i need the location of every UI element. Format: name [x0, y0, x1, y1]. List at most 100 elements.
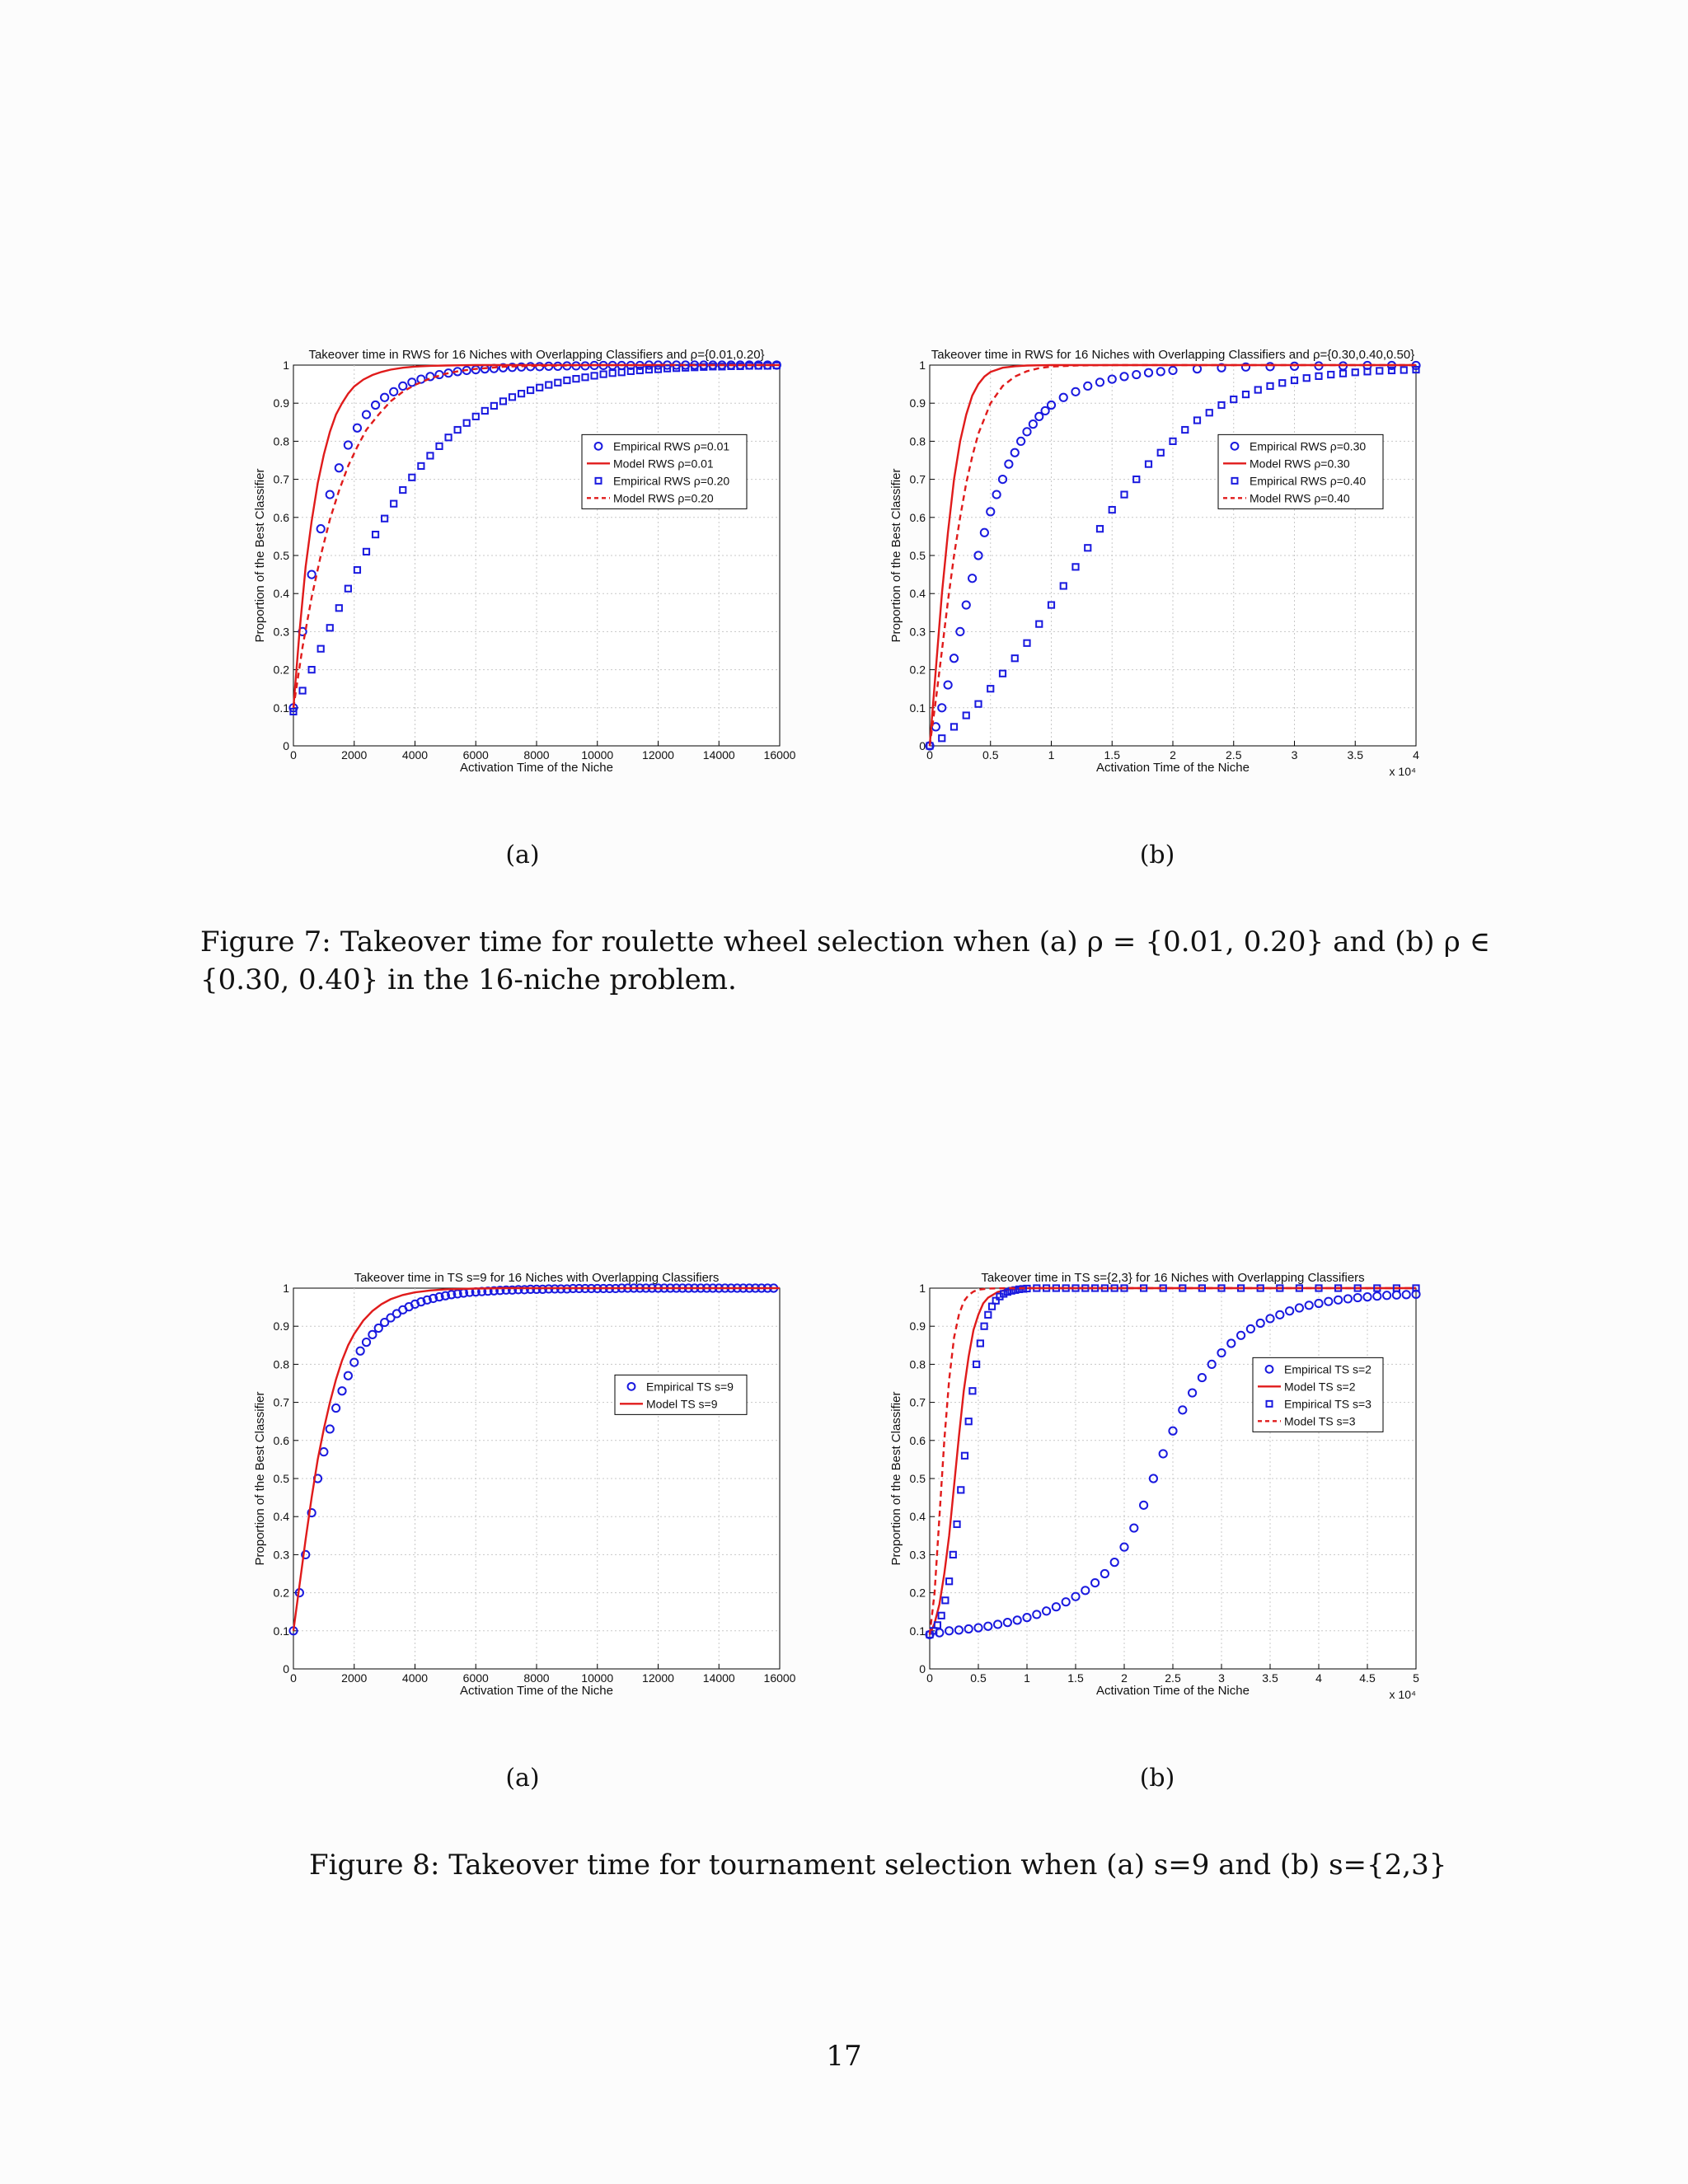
data-point [307, 666, 316, 674]
data-point [957, 1486, 965, 1494]
data-point [1168, 365, 1178, 376]
data-point [1109, 1558, 1119, 1568]
data-point [945, 1626, 954, 1636]
x-tick-label: 3.5 [1262, 1671, 1278, 1685]
legend-box [1252, 1357, 1384, 1432]
y-tick-label: 0.3 [910, 1548, 926, 1561]
y-tick-label: 0.5 [910, 549, 926, 562]
x-tick-label: 0 [290, 748, 297, 762]
y-tick-label: 0.8 [274, 1357, 290, 1371]
y-tick-label: 0.6 [274, 1434, 290, 1447]
data-point [508, 393, 517, 401]
data-point [1108, 505, 1116, 514]
data-point [987, 685, 995, 693]
data-point [371, 530, 380, 539]
data-point [335, 604, 343, 612]
data-point [1315, 372, 1323, 380]
data-point [1387, 366, 1396, 375]
data-point [301, 1549, 311, 1559]
data-point [1107, 374, 1117, 384]
data-point [1178, 1405, 1188, 1415]
legend: Empirical TS s=9 Model TS s=9 [614, 1374, 748, 1415]
data-point [501, 1285, 511, 1295]
data-point [953, 1520, 961, 1529]
data-point [519, 1285, 529, 1295]
data-point [361, 1338, 372, 1347]
x-tick-label: 2 [1170, 748, 1176, 762]
data-point [344, 584, 352, 593]
x-tick-label: 4000 [402, 748, 428, 762]
data-point [381, 514, 389, 523]
data-point [1197, 1372, 1207, 1383]
data-point [334, 463, 344, 473]
x-tick-label: 12000 [642, 748, 674, 762]
x-tick-label: 0.5 [982, 748, 999, 762]
data-point [1289, 361, 1300, 371]
series [925, 1289, 1421, 1640]
data-point [1148, 1474, 1158, 1483]
y-tick-label: 0 [919, 1662, 926, 1675]
legend-label: Model RWS ρ=0.30 [1250, 457, 1350, 470]
data-point [1169, 437, 1177, 446]
y-tick-label: 0.5 [910, 1472, 926, 1485]
x-axis-label: Activation Time of the Niche [1096, 1684, 1250, 1698]
x-tick-label: 12000 [642, 1671, 674, 1685]
chart-fig7b: 0 0.5 1 1.5 2 2.5 3 3.5 4 0 0.1 0.2 0.3 0.4 0.5 0.6 0.7 0… [889, 348, 1421, 778]
y-tick-label: 0 [283, 739, 289, 752]
data-point [964, 1418, 973, 1426]
series-line [928, 1286, 1416, 1635]
legend-marker-circle [593, 441, 603, 451]
y-tick-label: 0.4 [274, 587, 290, 600]
data-point [380, 1317, 390, 1328]
x-tick-label: 4 [1413, 748, 1419, 762]
data-point [983, 1621, 993, 1631]
data-point [1401, 1290, 1411, 1300]
data-point [1003, 1288, 1012, 1296]
x-tick-label: 1 [1048, 748, 1055, 762]
x-tick-label: 2.5 [1226, 748, 1242, 762]
data-point [1071, 387, 1081, 396]
data-point [1382, 1291, 1392, 1301]
data-point [949, 654, 959, 663]
data-point [709, 363, 717, 371]
data-point [626, 367, 635, 375]
data-point [368, 1329, 377, 1339]
data-point [417, 462, 425, 471]
data-point [1314, 1298, 1324, 1309]
data-point [343, 1371, 353, 1380]
legend-marker-square [1231, 476, 1239, 485]
data-point [1266, 382, 1274, 391]
data-point [1058, 392, 1068, 402]
data-point [343, 440, 353, 450]
legend: Empirical RWS ρ=0.01 Model RWS ρ=0.01 Empi… [581, 434, 748, 509]
data-point [554, 378, 562, 387]
legend-label: Model TS s=9 [646, 1397, 718, 1410]
data-point [987, 1302, 996, 1310]
y-tick-label: 1 [919, 359, 926, 372]
legend-marker-circle [626, 1381, 636, 1391]
series [928, 363, 1416, 747]
legend-label: Empirical TS s=2 [1284, 1362, 1372, 1376]
data-point [434, 1292, 444, 1302]
y-tick-label: 0.9 [274, 1319, 290, 1333]
data-point [1245, 1324, 1255, 1334]
subcaption-8a: (a) [505, 1764, 540, 1793]
data-point [1285, 1306, 1295, 1316]
data-point [1011, 1286, 1020, 1294]
data-point [527, 386, 535, 395]
data-point [1023, 639, 1031, 647]
data-point [337, 1386, 347, 1396]
data-point [962, 711, 970, 719]
y-tick-label: 0.2 [274, 1586, 290, 1600]
data-point [943, 680, 953, 690]
data-point [537, 1284, 547, 1294]
data-point [362, 547, 371, 555]
series-line [292, 363, 780, 708]
legend-marker-square [594, 476, 603, 485]
legend-label: Model TS s=3 [1284, 1414, 1356, 1427]
data-point [1120, 490, 1128, 499]
data-point [399, 485, 407, 494]
page-number: 17 [826, 2040, 862, 2073]
data-point [1035, 620, 1043, 628]
x-tick-label: 0 [290, 1671, 297, 1685]
